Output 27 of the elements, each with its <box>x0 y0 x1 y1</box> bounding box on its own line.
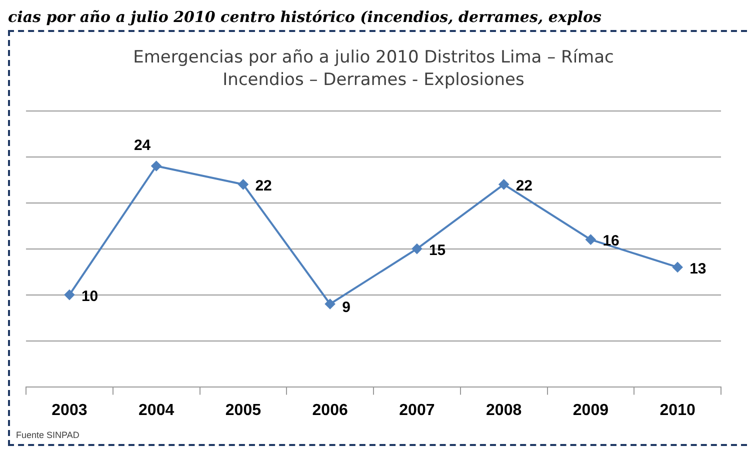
data-label: 16 <box>602 232 620 250</box>
point <box>586 234 596 245</box>
text: cias por año a julio 2010 centro histórico (incendios, derrames, explos <box>8 8 602 26</box>
x-tick-label: 2008 <box>486 402 522 419</box>
point <box>64 290 74 300</box>
point <box>238 179 248 190</box>
source-note: Fuente SINPAD <box>16 430 80 440</box>
data-label: 15 <box>428 242 446 259</box>
data-label: 22 <box>516 178 532 195</box>
data-label: 9 <box>342 299 350 316</box>
data-label: 13 <box>690 260 706 278</box>
x-tick-label: 2006 <box>312 402 348 419</box>
point <box>325 299 336 309</box>
point <box>672 262 683 272</box>
point <box>151 161 162 171</box>
x-tick-label: 2010 <box>660 402 696 419</box>
data-label: 10 <box>81 288 98 305</box>
chart-title: Emergencias por año a julio 2010 Distritos Lima – Rímac <box>133 48 614 68</box>
data-label: 24 <box>134 137 152 154</box>
x-tick-label: 2005 <box>225 402 262 419</box>
x-tick-label: 2004 <box>138 402 174 419</box>
x-tick-label: 2009 <box>572 402 609 419</box>
x-tick-label: 2007 <box>399 402 435 419</box>
data-label: 22 <box>255 178 272 195</box>
point <box>498 179 509 190</box>
x-tick-label: 2003 <box>52 402 88 419</box>
point <box>412 244 422 254</box>
